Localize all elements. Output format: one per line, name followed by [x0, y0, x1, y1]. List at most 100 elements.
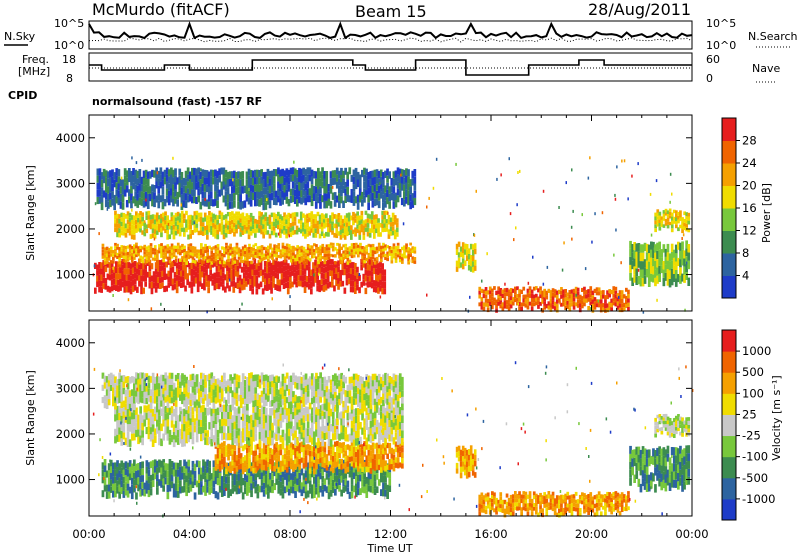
heatmap-speck [566, 181, 568, 184]
heatmap-cell [356, 267, 359, 273]
heatmap-cell [414, 184, 417, 191]
heatmap-cell [194, 492, 197, 499]
heatmap-speck [656, 299, 658, 302]
heatmap-cell [358, 287, 361, 293]
heatmap-cell [377, 218, 380, 223]
heatmap-cell [175, 256, 178, 259]
heatmap-cell [522, 287, 525, 291]
heatmap-cell [216, 201, 219, 208]
heatmap-cell [378, 201, 381, 208]
heatmap-cell [376, 473, 379, 480]
heatmap-cell [147, 202, 150, 210]
heatmap-cell [414, 176, 417, 183]
heatmap-cell [458, 258, 461, 263]
heatmap-cell [110, 247, 113, 250]
heatmap-cell [217, 437, 220, 444]
heatmap-cell [227, 477, 230, 484]
heatmap-cell [340, 260, 343, 263]
heatmap-cell [294, 261, 297, 265]
colorbar-swatch [722, 231, 736, 254]
noise-search-line [89, 38, 692, 42]
heatmap-cell [357, 415, 360, 423]
heatmap-cell [147, 179, 150, 187]
heatmap-cell [377, 228, 380, 233]
heatmap-speck [272, 297, 274, 300]
heatmap-cell [350, 235, 353, 240]
colorbar-tick-label: 4 [742, 269, 749, 283]
heatmap-speck [562, 269, 564, 272]
heatmap-cell [273, 183, 276, 190]
heatmap-cell [348, 167, 351, 174]
heatmap-cell [206, 235, 209, 240]
heatmap-cell [328, 431, 331, 439]
heatmap-cell [122, 202, 125, 210]
heatmap-cell [112, 260, 115, 263]
heatmap-speck [154, 238, 156, 241]
heatmap-cell [340, 459, 343, 464]
heatmap-cell [254, 434, 257, 441]
heatmap-cell [187, 460, 190, 467]
heatmap-cell [298, 464, 301, 469]
heatmap-cell [135, 243, 138, 246]
heatmap-cell [687, 278, 690, 286]
heatmap-cell [414, 250, 417, 253]
heatmap-cell [518, 298, 521, 302]
heatmap-cell [361, 211, 364, 215]
heatmap-cell [658, 274, 661, 282]
heatmap-speck [436, 158, 438, 161]
heatmap-speck [173, 260, 175, 263]
heatmap-cell [152, 480, 155, 487]
heatmap-cell [635, 268, 638, 276]
heatmap-cell [114, 403, 117, 410]
heatmap-cell [275, 258, 278, 261]
heatmap-cell [177, 243, 180, 246]
heatmap-cell [309, 258, 312, 261]
heatmap-cell [250, 261, 253, 265]
heatmap-cell [328, 250, 331, 253]
heatmap-speck [671, 193, 673, 196]
heatmap-cell [491, 293, 494, 297]
heatmap-speck [151, 307, 153, 310]
heatmap-speck [614, 194, 616, 197]
heatmap-cell [154, 436, 157, 443]
heatmap-cell [210, 191, 213, 198]
heatmap-speck [128, 298, 130, 301]
heatmap-cell [287, 288, 290, 294]
heatmap-cell [332, 412, 335, 419]
heatmap-cell [101, 203, 104, 211]
power-colorbar-label: Power [dB] [760, 183, 773, 243]
heatmap-cell [679, 210, 682, 214]
heatmap-cell [118, 257, 121, 261]
n-search-label: N.Search [748, 30, 798, 43]
heatmap-cell [627, 303, 630, 307]
heatmap-cell [216, 235, 219, 240]
heatmap-speck [519, 170, 521, 173]
heatmap-cell [169, 260, 172, 263]
heatmap-cell [204, 415, 207, 422]
heatmap-speck [670, 173, 672, 176]
heatmap-cell [108, 399, 111, 405]
heatmap-cell [583, 302, 586, 306]
heatmap-cell [315, 464, 318, 469]
heatmap-speck [387, 212, 389, 215]
heatmap-speck [615, 198, 617, 201]
heatmap-cell [271, 460, 274, 466]
heatmap-cell [265, 408, 268, 416]
heatmap-cell [158, 415, 161, 423]
heatmap-cell [361, 215, 364, 219]
heatmap-cell [94, 288, 97, 294]
freq-axis-bottom: 8 [66, 72, 73, 85]
heatmap-cell [350, 225, 353, 230]
heatmap-cell [334, 261, 337, 265]
heatmap-cell [328, 416, 331, 424]
heatmap-speck [474, 234, 476, 237]
heatmap-cell [383, 288, 386, 294]
cpid-text: normalsound (fast) -157 RF [92, 95, 262, 108]
heatmap-speck [172, 157, 174, 160]
heatmap-cell [108, 393, 111, 399]
heatmap-cell [206, 249, 209, 252]
heatmap-cell [148, 211, 151, 215]
heatmap-cell [388, 479, 391, 486]
heatmap-cell [357, 254, 360, 257]
heatmap-cell [305, 484, 308, 491]
